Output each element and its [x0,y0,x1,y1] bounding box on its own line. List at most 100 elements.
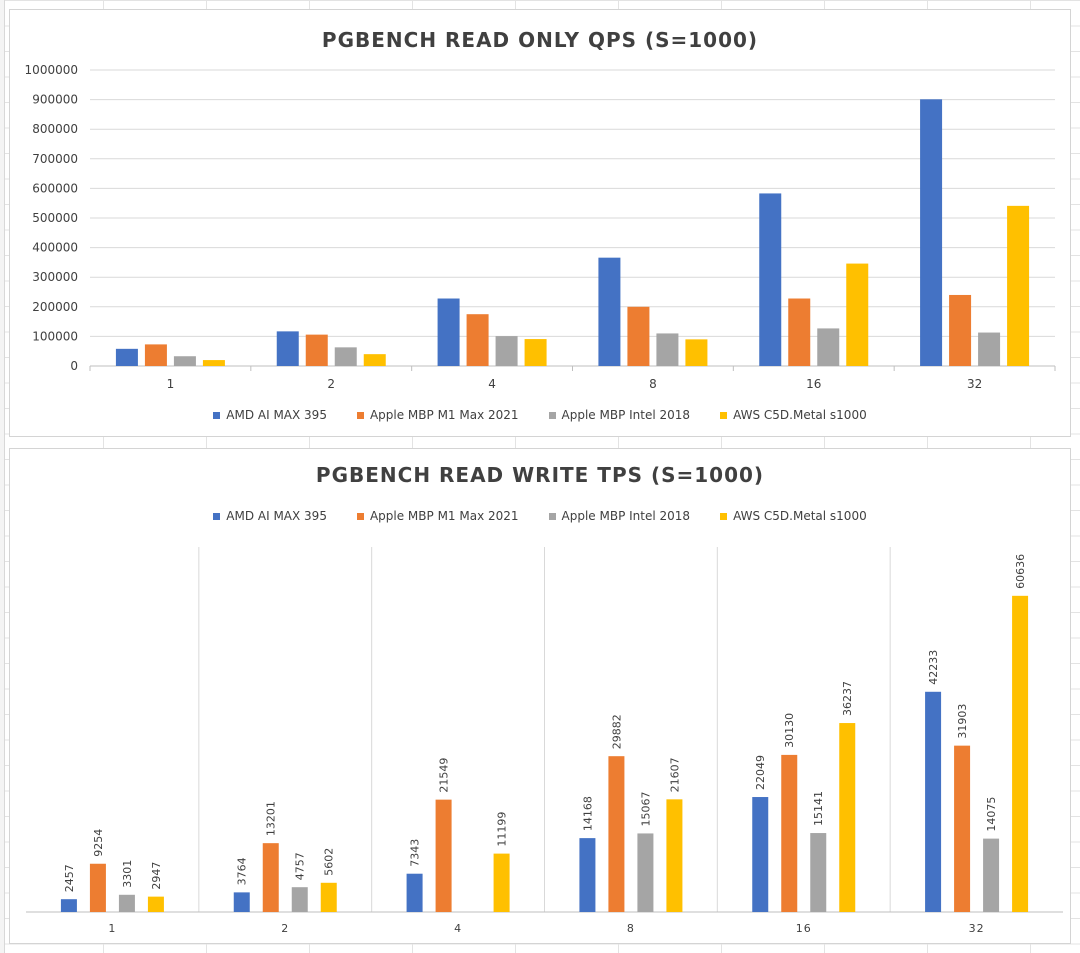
bar[interactable] [759,193,782,366]
bar[interactable] [495,336,518,366]
y-tick-label: 1000000 [25,63,78,77]
y-tick-label: 700000 [32,152,78,166]
bar[interactable] [666,799,683,912]
y-tick-label: 100000 [32,329,78,343]
bar[interactable] [291,887,308,912]
legend-item[interactable]: AWS C5D.Metal s1000 [720,408,867,422]
legend-swatch [720,512,728,520]
legend-item[interactable]: AMD AI MAX 395 [213,408,327,422]
bar[interactable] [978,332,1001,366]
x-tick-label: 1 [167,377,175,391]
bar[interactable] [752,797,769,912]
bar[interactable] [685,339,708,366]
bar[interactable] [579,838,596,912]
data-label: 60636 [1014,554,1027,589]
bar[interactable] [147,896,164,912]
data-label: 30130 [783,713,796,748]
bar[interactable] [115,348,138,366]
bar[interactable] [810,833,827,912]
bar[interactable] [920,99,943,366]
bar[interactable] [173,356,196,366]
bar[interactable] [788,298,811,366]
legend-label: Apple MBP Intel 2018 [561,509,691,523]
bar[interactable] [276,331,299,366]
bar[interactable] [954,745,971,912]
data-label: 3764 [236,857,249,885]
bar[interactable] [925,691,942,912]
data-label: 36237 [841,681,854,716]
bar[interactable] [334,347,357,366]
legend-label: AWS C5D.Metal s1000 [733,408,867,422]
bar[interactable] [656,333,679,366]
data-label: 13201 [265,801,278,836]
legend-item[interactable]: Apple MBP M1 Max 2021 [356,509,519,523]
x-tick-label: 8 [649,377,657,391]
spreadsheet-edge [0,0,5,953]
bar[interactable] [262,843,279,912]
bar[interactable] [466,314,489,366]
chart-plot-area: 2457 9254 3301 2947 1 3764 13201 4757 5602 2 7343 2… [26,547,1063,935]
legend-label: Apple MBP M1 Max 2021 [369,408,519,422]
bar[interactable] [983,838,1000,912]
bar[interactable] [524,339,547,366]
bar[interactable] [493,853,510,912]
chart-read-write-tps[interactable]: PGBENCH READ WRITE TPS (S=1000) AMD AI M… [9,448,1071,944]
bar[interactable] [233,892,250,912]
data-label: 21549 [438,758,451,793]
bar[interactable] [839,723,856,912]
x-tick-label: 2 [281,922,289,935]
data-label: 29882 [610,714,623,749]
chart-title: PGBENCH READ ONLY QPS (S=1000) [321,28,759,52]
data-label: 15067 [639,791,652,826]
legend-item[interactable]: Apple MBP Intel 2018 [548,509,691,523]
bar[interactable] [60,899,77,912]
bar[interactable] [305,334,328,366]
data-label: 2457 [63,864,76,892]
bar[interactable] [118,894,135,912]
y-tick-label: 500000 [32,211,78,225]
data-label: 5602 [323,848,336,876]
y-tick-label: 400000 [32,241,78,255]
bar[interactable] [435,799,452,912]
legend-label: AMD AI MAX 395 [226,509,327,523]
bar[interactable] [627,306,650,366]
bar[interactable] [320,882,337,912]
data-label: 4757 [294,852,307,880]
data-label: 21607 [668,757,681,792]
bar[interactable] [202,360,225,366]
bar[interactable] [406,873,423,912]
bar[interactable] [949,294,972,366]
bar[interactable] [144,344,167,366]
bar[interactable] [781,754,798,912]
chart-plot-area: 0 100000 200000 300000 400000 500000 600000 700… [25,63,1056,391]
x-tick-label: 8 [627,922,635,935]
bar[interactable] [846,263,869,366]
y-tick-label: 800000 [32,122,78,136]
data-label: 9254 [92,829,105,857]
bar[interactable] [363,354,386,366]
legend-item[interactable]: AWS C5D.Metal s1000 [720,509,867,523]
chart-legend: AMD AI MAX 395 Apple MBP M1 Max 2021 Apple… [10,509,1070,523]
legend-item[interactable]: Apple MBP Intel 2018 [548,408,690,422]
bar[interactable] [89,863,106,912]
bar[interactable] [437,298,460,366]
bar[interactable] [1012,595,1029,912]
data-label: 11199 [496,812,509,847]
bar[interactable] [637,833,654,912]
bar[interactable] [598,257,621,366]
chart-legend: AMD AI MAX 395 Apple MBP M1 Max 2021 Apple… [10,408,1070,422]
legend-swatch [356,411,364,419]
bar[interactable] [1007,205,1030,366]
bar[interactable] [817,328,840,366]
legend-item[interactable]: AMD AI MAX 395 [213,509,327,523]
legend-item[interactable]: Apple MBP M1 Max 2021 [356,408,519,422]
chart-read-only-qps[interactable]: PGBENCH READ ONLY QPS (S=1000) 0 100000 20… [9,9,1071,437]
legend-swatch [548,512,556,520]
y-tick-label: 0 [70,359,78,373]
legend-swatch [356,512,364,520]
data-label: 15141 [812,791,825,826]
x-tick-label: 16 [806,377,821,391]
y-tick-label: 300000 [32,270,78,284]
legend-swatch [548,411,556,419]
bar[interactable] [608,756,625,912]
